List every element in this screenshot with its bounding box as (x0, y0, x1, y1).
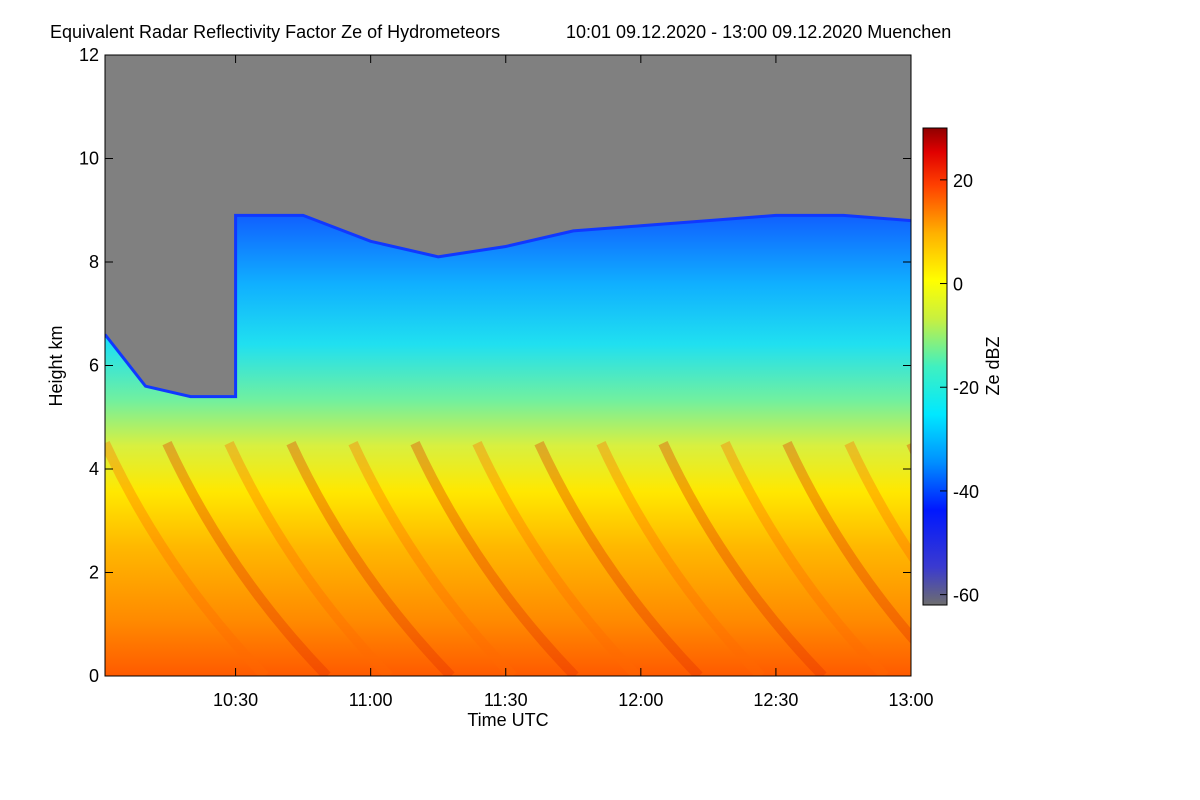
cloud-top-edge (105, 213, 911, 399)
chart-subtitle: 10:01 09.12.2020 - 13:00 09.12.2020 Muen… (566, 22, 951, 42)
fallstreak (534, 441, 703, 676)
fallstreak (658, 441, 827, 676)
x-tick-label: 11:00 (349, 690, 393, 710)
fallstreak (410, 441, 579, 676)
colorbar-tick-label: -60 (953, 586, 979, 606)
fallstreak (348, 441, 517, 676)
y-tick-label: 0 (89, 666, 99, 686)
colorbar-gradient (922, 127, 948, 606)
colorbar-tick-label: -40 (953, 482, 979, 502)
fallstreak (286, 441, 455, 676)
colorbar-ticks: 20 0 -20 -40 -60 (940, 171, 979, 606)
chart-title: Equivalent Radar Reflectivity Factor Ze … (50, 22, 500, 42)
y-tick-label: 10 (79, 149, 99, 169)
y-tick-label: 8 (89, 252, 99, 272)
x-axis: 10:30 11:00 11:30 12:00 12:30 13:00 (213, 55, 934, 710)
colorbar: 20 0 -20 -40 -60 Ze dBZ (922, 127, 1003, 606)
y-tick-label: 2 (89, 563, 99, 583)
fallstreak (844, 441, 911, 564)
y-tick-label: 4 (89, 459, 99, 479)
fallstreak (105, 441, 269, 676)
fallstreak (720, 441, 889, 676)
y-axis-label: Height km (46, 325, 66, 406)
colorbar-tick-label: 20 (953, 171, 973, 191)
plot-area (105, 55, 911, 676)
fallstreak (224, 441, 393, 676)
y-tick-label: 6 (89, 356, 99, 376)
fallstreak (162, 441, 331, 676)
fallstreak (782, 441, 911, 645)
fallstreak (472, 441, 641, 676)
reflectivity-field (105, 215, 911, 676)
colorbar-label: Ze dBZ (983, 336, 1003, 395)
x-tick-label: 12:00 (618, 690, 663, 710)
fallstreaks (105, 441, 911, 676)
x-axis-label: Time UTC (467, 710, 548, 730)
y-axis: 0 2 4 6 8 10 12 (79, 45, 911, 686)
x-tick-label: 12:30 (753, 690, 798, 710)
x-tick-label: 10:30 (213, 690, 258, 710)
colorbar-tick-label: 0 (953, 275, 963, 295)
y-tick-label: 12 (79, 45, 99, 65)
x-tick-label: 11:30 (484, 690, 528, 710)
x-tick-label: 13:00 (888, 690, 933, 710)
colorbar-tick-label: -20 (953, 378, 979, 398)
fallstreak (596, 441, 765, 676)
